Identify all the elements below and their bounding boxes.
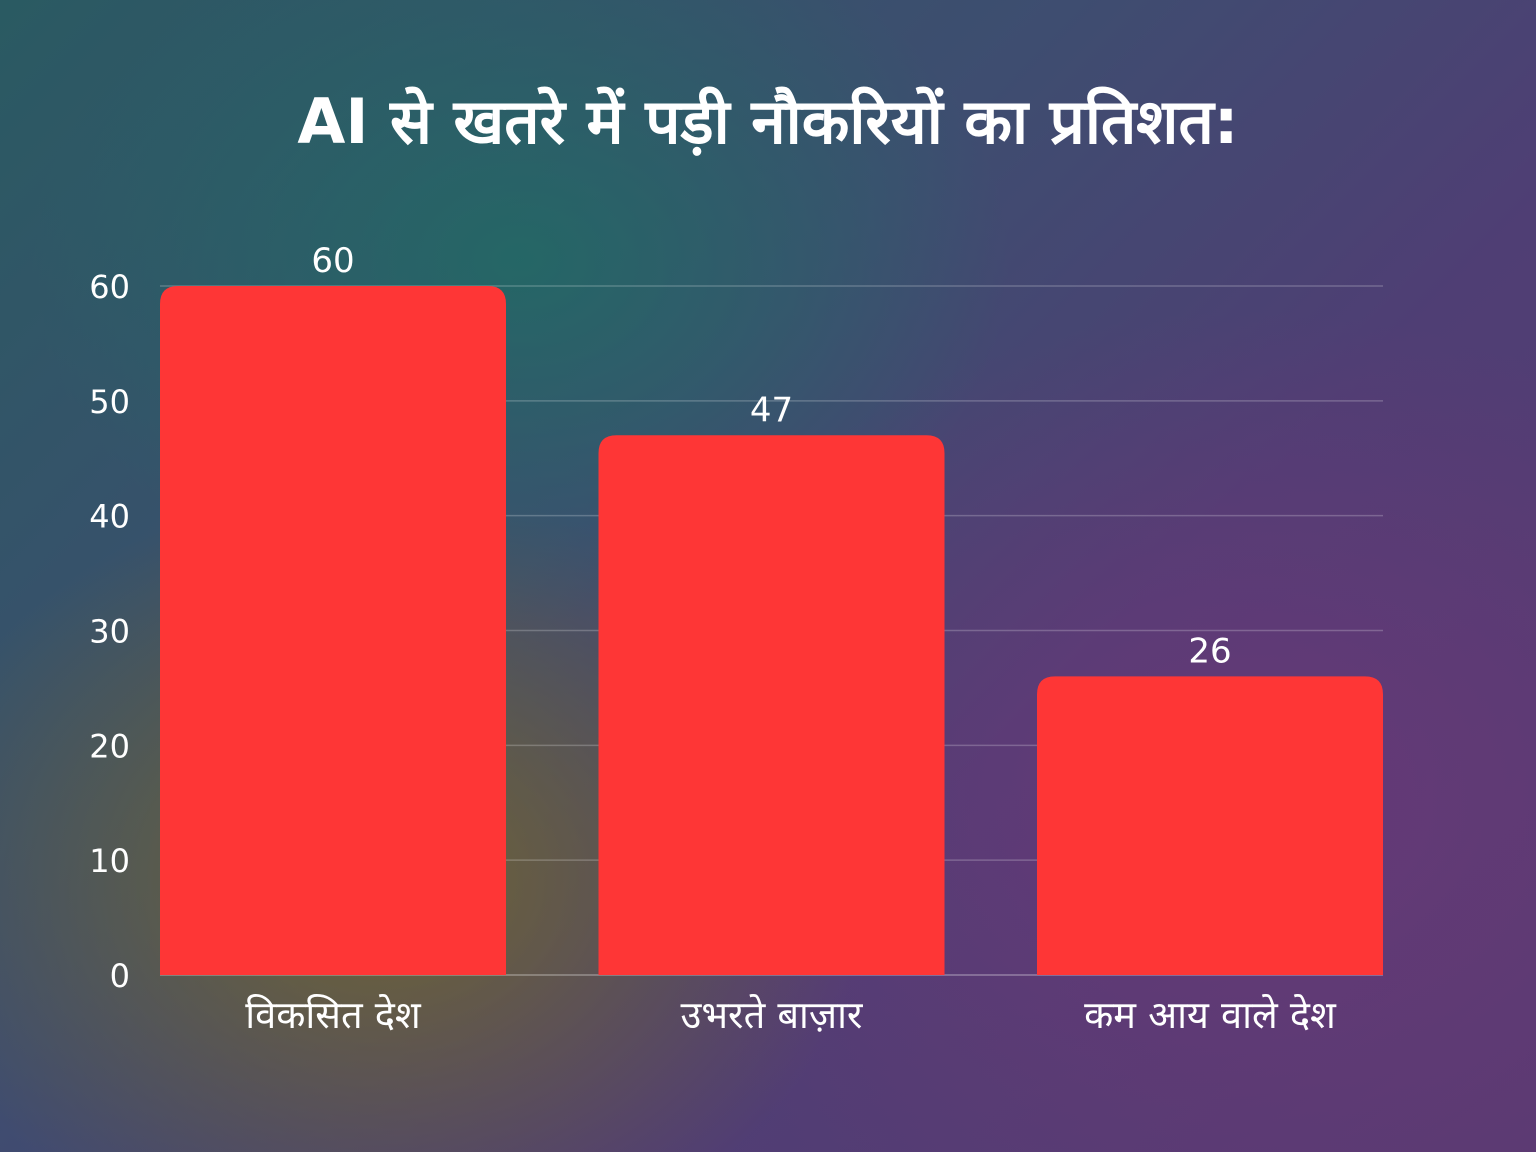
y-axis-ticks: 0 10 20 30 40 50 60 xyxy=(89,268,130,995)
bar xyxy=(160,286,506,975)
bar xyxy=(1037,676,1383,975)
y-tick-label: 20 xyxy=(89,727,130,765)
category-label: उभरते बाज़ार xyxy=(681,993,864,1037)
category-label: विकसित देश xyxy=(245,993,422,1037)
bars xyxy=(160,286,1383,975)
bar-value-label: 47 xyxy=(750,390,793,430)
y-tick-label: 50 xyxy=(89,383,130,421)
y-tick-label: 30 xyxy=(89,613,130,651)
x-axis-categories: विकसित देश उभरते बाज़ार कम आय वाले देश xyxy=(245,993,1337,1037)
y-tick-label: 0 xyxy=(110,957,130,995)
value-labels: 60 47 26 xyxy=(311,241,1231,671)
y-tick-label: 40 xyxy=(89,498,130,536)
y-tick-label: 60 xyxy=(89,268,130,306)
y-tick-label: 10 xyxy=(89,842,130,880)
bar xyxy=(598,435,945,975)
bar-value-label: 60 xyxy=(311,241,354,281)
chart-title: AI से खतरे में पड़ी नौकरियों का प्रतिशत: xyxy=(297,85,1239,158)
bar-value-label: 26 xyxy=(1188,631,1231,671)
category-label: कम आय वाले देश xyxy=(1084,993,1337,1037)
